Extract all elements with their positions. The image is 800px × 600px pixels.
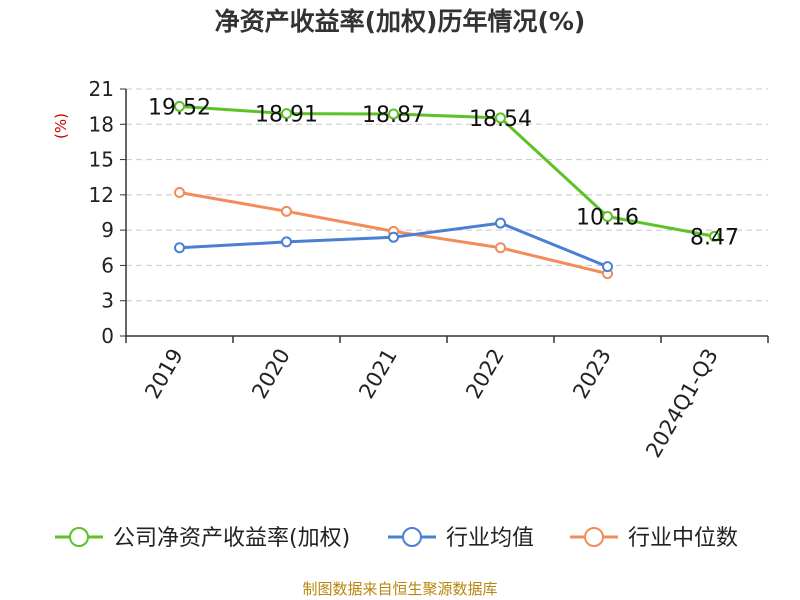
- legend-label: 公司净资产收益率(加权): [113, 526, 350, 551]
- series-layer: [174, 100, 720, 280]
- y-tick-label: 0: [101, 324, 114, 348]
- data-label: 18.91: [255, 103, 318, 128]
- data-point: [495, 217, 506, 229]
- y-tick-label: 12: [89, 183, 114, 207]
- axes: 0 3 6 9 12 15 18 21 2019 2020 2021 2022 2023 2024Q1-Q…: [89, 77, 769, 462]
- data-point: [388, 108, 399, 120]
- legend-marker: [584, 527, 604, 547]
- legend-marker: [402, 527, 422, 547]
- x-tick-label: 2020: [247, 345, 295, 403]
- source-note: 制图数据来自恒生聚源数据库: [302, 580, 497, 598]
- data-label: 18.87: [362, 103, 425, 128]
- data-point: [495, 242, 506, 254]
- data-point: [602, 261, 613, 273]
- legend-marker: [69, 527, 89, 547]
- x-tick-label: 2022: [461, 345, 509, 403]
- data-point: [388, 231, 399, 243]
- data-point: [602, 210, 613, 222]
- y-tick-label: 9: [101, 218, 114, 242]
- data-point: [495, 112, 506, 124]
- data-label: 19.52: [148, 95, 211, 120]
- legend-label: 行业中位数: [628, 526, 738, 551]
- legend-label: 行业均值: [446, 526, 534, 551]
- y-tick-label: 6: [101, 253, 114, 277]
- legend: 公司净资产收益率(加权) 行业均值 行业中位数: [55, 526, 738, 551]
- y-tick-label: 18: [89, 112, 114, 136]
- data-point: [281, 236, 292, 248]
- series-line: [179, 104, 715, 238]
- data-point: [281, 205, 292, 217]
- y-tick-label: 15: [89, 148, 114, 172]
- data-label: 18.54: [469, 107, 532, 132]
- data-label: 10.16: [576, 205, 639, 230]
- x-tick-label: 2019: [140, 345, 188, 403]
- y-axis-label: (%): [52, 113, 70, 139]
- x-tick-label: 2023: [568, 345, 616, 403]
- chart-title: 净资产收益率(加权)历年情况(%): [215, 7, 586, 36]
- y-tick-label: 21: [89, 77, 114, 101]
- data-point: [281, 108, 292, 120]
- x-tick-label: 2021: [354, 345, 402, 403]
- data-point: [174, 187, 185, 199]
- data-label: 8.47: [690, 225, 739, 250]
- data-point: [174, 242, 185, 254]
- y-tick-label: 3: [101, 289, 114, 313]
- data-point: [174, 100, 185, 112]
- gridlines: [126, 88, 768, 302]
- data-point: [709, 230, 720, 242]
- data-labels: 19.52 18.91 18.87 18.54 10.16 8.47: [148, 95, 739, 250]
- x-tick-label: 2024Q1-Q3: [641, 345, 723, 462]
